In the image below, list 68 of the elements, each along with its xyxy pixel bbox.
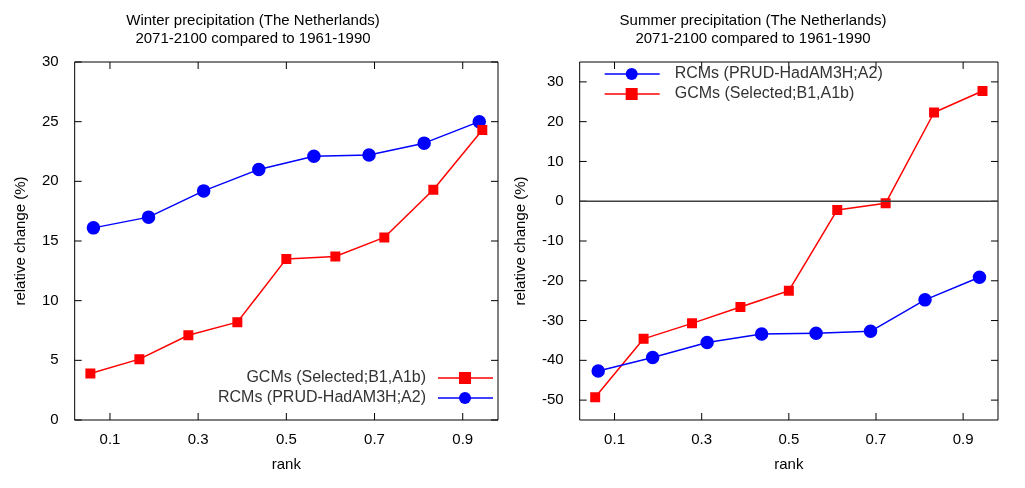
chart-title: Summer precipitation (The Netherlands) 2071-2100 compared to 1961-1990 — [619, 11, 887, 47]
point — [417, 136, 431, 150]
x-tick-label: 0.9 — [452, 430, 474, 448]
legend-label: RCMs (PRUD-HadAM3H;A2) — [674, 64, 883, 82]
y-tick-label: -20 — [541, 270, 564, 288]
y-tick-label: 20 — [546, 111, 564, 129]
y-tick-label: -30 — [541, 310, 564, 328]
point — [687, 318, 698, 329]
y-tick-label: 0 — [555, 191, 564, 209]
legend-label: GCMs (Selected;B1,A1b) — [246, 368, 426, 386]
point — [929, 107, 940, 118]
point — [86, 221, 101, 235]
point — [735, 302, 746, 313]
point — [918, 293, 932, 307]
legend-label: GCMs (Selected;B1,A1b) — [674, 84, 855, 102]
y-tick-label: -40 — [541, 350, 564, 368]
point — [252, 162, 266, 177]
point — [700, 335, 714, 350]
point — [379, 232, 390, 243]
y-tick-label: 0 — [50, 410, 59, 428]
x-tick-label: 0.7 — [364, 430, 385, 448]
point — [809, 326, 823, 341]
point — [972, 270, 987, 284]
x-tick-label: 0.7 — [865, 430, 887, 448]
y-tick-label: -50 — [541, 390, 564, 408]
point — [428, 184, 439, 195]
point — [477, 125, 488, 136]
point — [783, 285, 794, 296]
x-tick-label: 0.1 — [604, 430, 625, 448]
x-axis-title: rank — [271, 455, 302, 473]
point — [196, 184, 211, 198]
chart-title: Winter precipitation (The Netherlands) 2071-2100 compared to 1961-1990 — [126, 11, 380, 47]
point — [183, 330, 194, 341]
y-tick-label: 10 — [42, 290, 59, 308]
point — [362, 148, 376, 162]
point — [645, 350, 660, 365]
y-tick-label: 30 — [42, 52, 59, 70]
y-tick-label: 10 — [546, 151, 564, 169]
point — [590, 392, 601, 403]
point — [591, 364, 605, 378]
point — [863, 324, 878, 339]
x-tick-label: 0.1 — [99, 430, 121, 448]
x-tick-label: 0.5 — [778, 430, 800, 448]
point — [754, 327, 769, 341]
point — [232, 317, 243, 328]
y-axis-title: relative change (%) — [511, 176, 529, 306]
x-tick-label: 0.5 — [275, 430, 297, 448]
point — [977, 86, 988, 97]
y-tick-label: 15 — [42, 231, 59, 249]
point — [330, 251, 341, 262]
y-tick-label: 25 — [42, 111, 59, 129]
x-tick-label: 0.9 — [952, 430, 974, 448]
y-tick-label: -10 — [541, 231, 564, 249]
point — [638, 333, 649, 344]
y-axis-title: relative change (%) — [11, 176, 29, 306]
point — [134, 354, 145, 365]
x-tick-label: 0.3 — [187, 430, 209, 448]
x-tick-label: 0.3 — [691, 430, 713, 448]
point — [85, 368, 96, 379]
y-tick-label: 30 — [546, 72, 564, 90]
point — [307, 149, 321, 164]
point — [141, 210, 156, 224]
y-tick-label: 5 — [50, 350, 59, 368]
x-axis-title: rank — [774, 455, 804, 473]
legend-label: RCMs (PRUD-HadAM3H;A2) — [217, 388, 426, 406]
y-tick-label: 20 — [42, 171, 59, 189]
point — [281, 253, 292, 264]
point — [832, 204, 843, 215]
